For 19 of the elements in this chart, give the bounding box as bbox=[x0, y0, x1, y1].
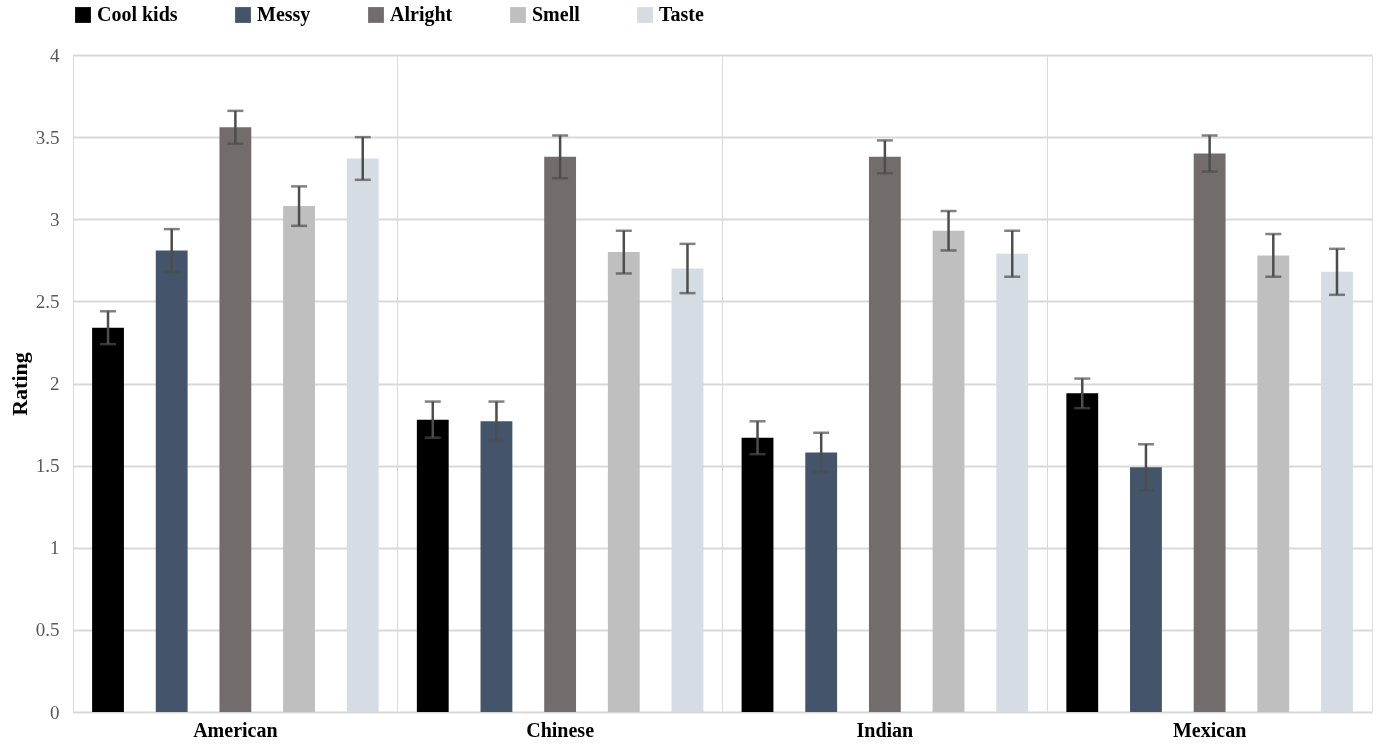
y-tick-label: 3 bbox=[50, 208, 60, 230]
y-tick-label: 0.5 bbox=[35, 619, 60, 641]
legend-label: Alright bbox=[390, 3, 453, 26]
legend-label: Smell bbox=[532, 3, 581, 25]
y-tick-label: 1.5 bbox=[35, 455, 60, 477]
x-tick-label: American bbox=[193, 718, 278, 741]
y-tick-label: 3.5 bbox=[35, 126, 60, 148]
y-tick-label: 2.5 bbox=[35, 290, 60, 312]
legend-label: Cool kids bbox=[97, 3, 178, 25]
legend-label: Messy bbox=[257, 3, 311, 26]
y-tick-label: 2 bbox=[50, 373, 60, 394]
x-tick-label: Indian bbox=[856, 718, 914, 741]
y-tick-label: 0 bbox=[50, 701, 60, 723]
y-axis-title: Rating bbox=[6, 352, 32, 416]
legend-label: Taste bbox=[659, 3, 704, 25]
x-tick-label: Mexican bbox=[1172, 718, 1247, 741]
y-tick-label: 4 bbox=[50, 44, 60, 66]
x-tick-label: Chinese bbox=[526, 718, 595, 741]
y-tick-label: 1 bbox=[50, 537, 60, 559]
